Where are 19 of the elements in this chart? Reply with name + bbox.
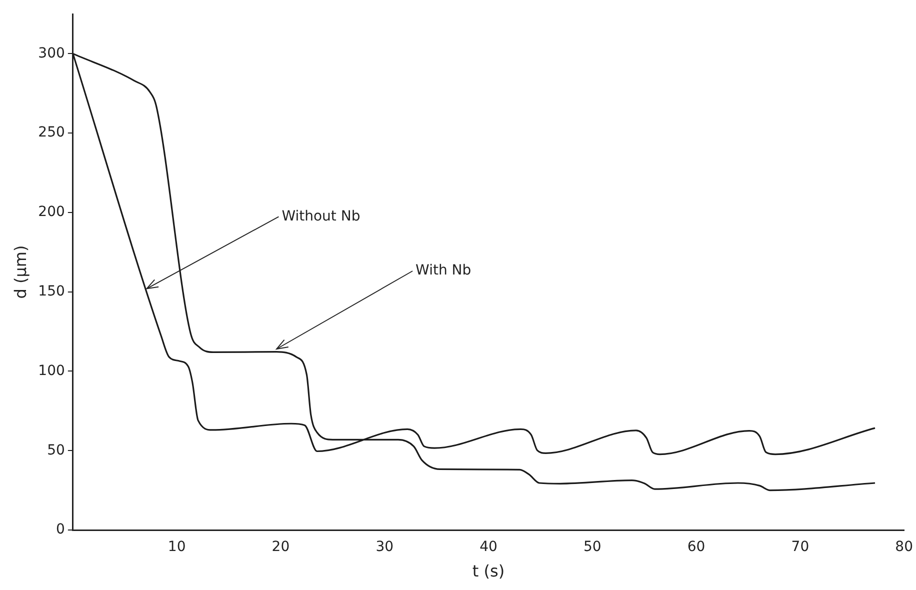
x-tick-label: 30 xyxy=(376,539,394,556)
y-tick-label: 150 xyxy=(38,283,65,300)
x-tick-label: 50 xyxy=(583,539,602,556)
y-tick-label: 50 xyxy=(47,442,65,458)
x-tick-label: 80 xyxy=(895,539,914,556)
x-tick-label: 10 xyxy=(168,539,186,556)
y-tick-label: 0 xyxy=(56,522,65,538)
x-tick-label: 60 xyxy=(687,539,706,556)
y-tick-label: 100 xyxy=(38,362,65,379)
y-tick-label: 200 xyxy=(38,204,65,220)
x-axis-title: t (s) xyxy=(472,562,505,581)
y-tick-label: 250 xyxy=(38,124,65,141)
annotation: Without Nb xyxy=(282,208,360,224)
annotation: With Nb xyxy=(416,262,472,279)
y-tick-label: 300 xyxy=(38,45,65,62)
x-tick-label: 20 xyxy=(272,539,290,556)
x-tick-label: 40 xyxy=(480,539,498,556)
x-tick-label: 70 xyxy=(791,539,810,556)
y-axis-title: d (µm) xyxy=(10,245,30,299)
